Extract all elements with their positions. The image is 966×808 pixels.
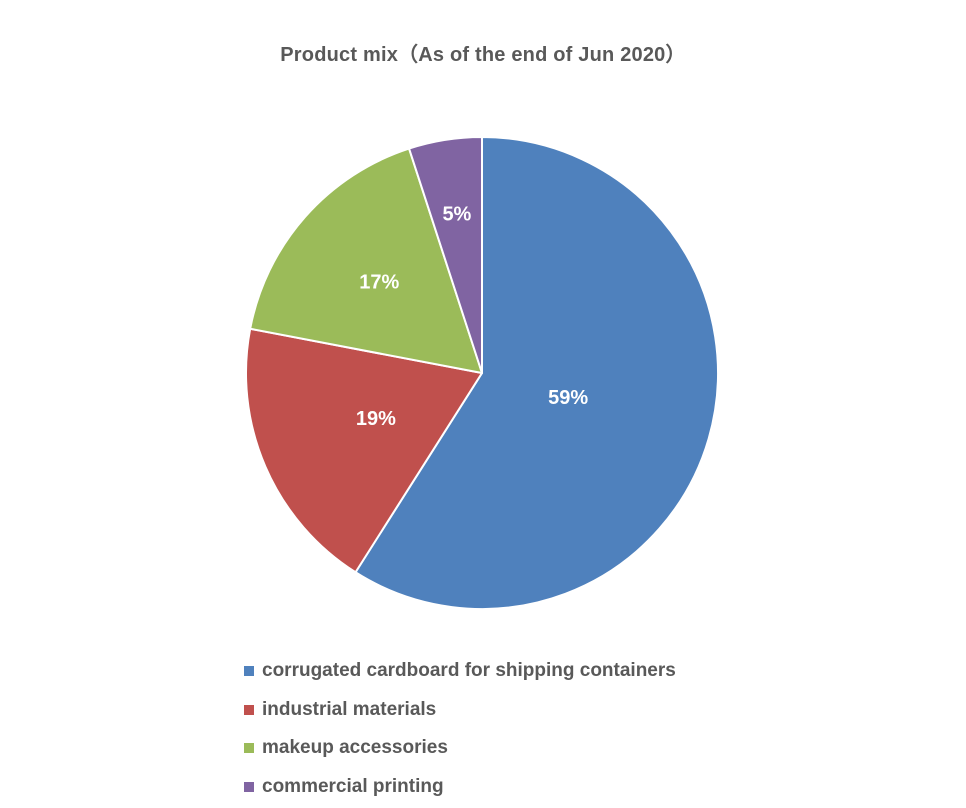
legend-label: commercial printing	[262, 775, 444, 797]
pie-slice	[245, 327, 483, 574]
pie-slice	[249, 147, 483, 374]
legend-item: makeup accessories	[244, 729, 804, 768]
legend-item: commercial printing	[244, 768, 804, 807]
legend-item: corrugated cardboard for shipping contai…	[244, 652, 804, 691]
legend-swatch	[244, 704, 254, 715]
legend-swatch	[244, 743, 254, 754]
slice-label: 17%	[359, 271, 399, 293]
legend-swatch	[244, 666, 254, 677]
slice-label: 59%	[548, 387, 588, 409]
legend: corrugated cardboard for shipping contai…	[244, 652, 804, 806]
slice-label: 5%	[442, 204, 471, 226]
legend-label: industrial materials	[262, 698, 437, 720]
chart-title: Product mix（As of the end of Jun 2020）	[280, 44, 686, 66]
pie-slice	[354, 136, 719, 610]
slice-label: 19%	[356, 408, 396, 430]
legend-swatch	[244, 781, 254, 792]
legend-label: corrugated cardboard for shipping contai…	[262, 660, 676, 682]
pie-slice	[408, 136, 483, 374]
legend-label: makeup accessories	[262, 737, 448, 759]
legend-item: industrial materials	[244, 691, 804, 730]
